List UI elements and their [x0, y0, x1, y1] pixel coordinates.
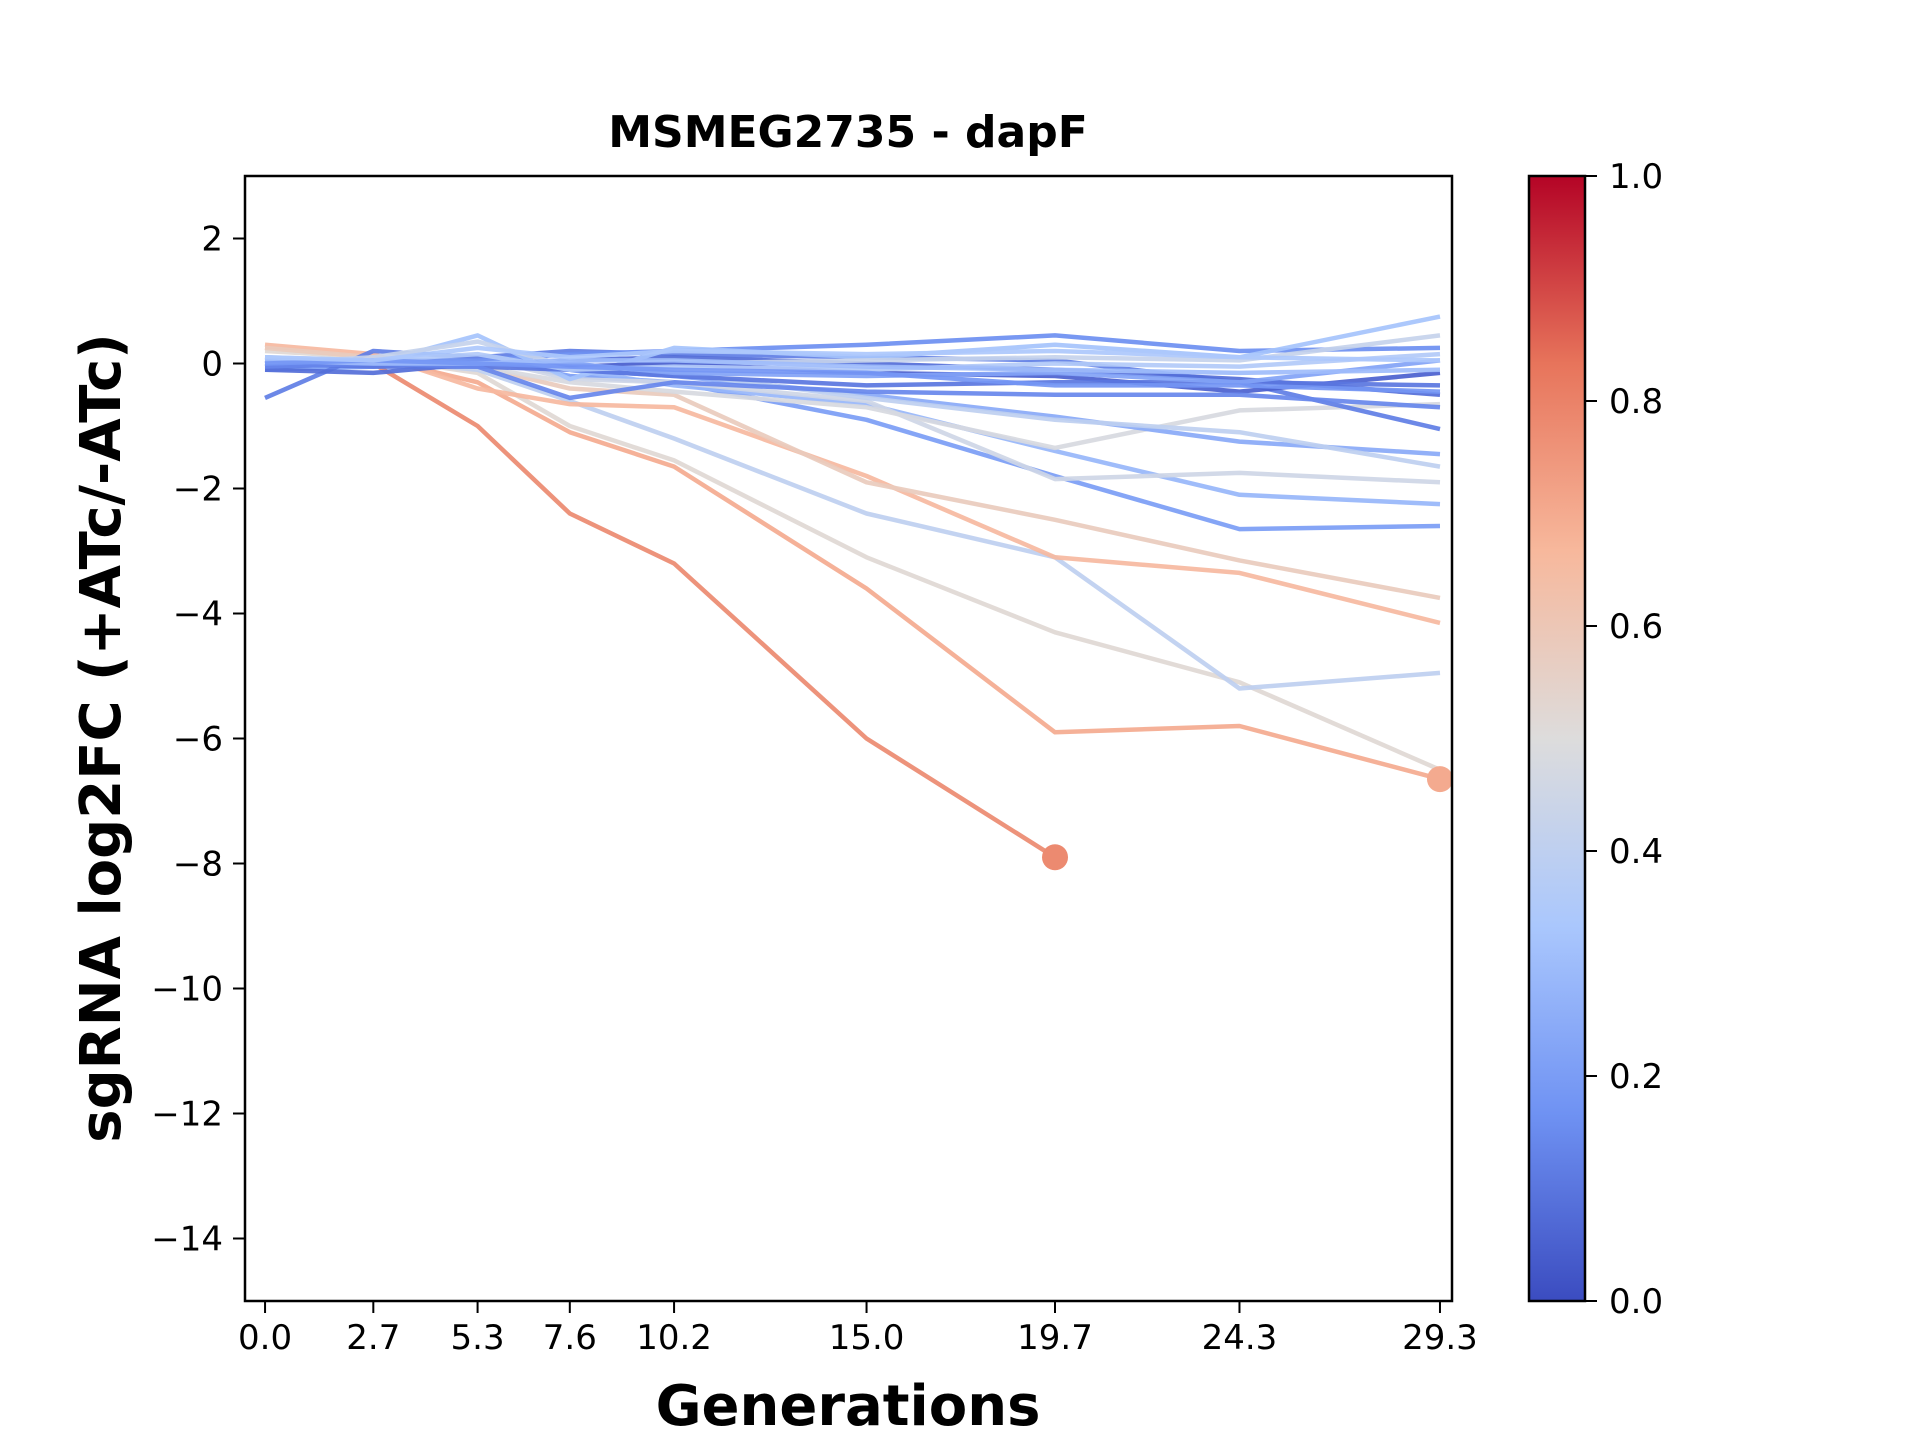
y-tick-label: −6	[173, 720, 223, 760]
x-axis-label: Generations	[656, 1374, 1041, 1439]
colorbar-tick-label: 0.0	[1609, 1282, 1663, 1322]
y-tick-label: −10	[151, 970, 223, 1010]
colorbar-tick-label: 0.6	[1609, 607, 1663, 647]
series-layer	[264, 314, 1441, 860]
colorbar-tick-label: 0.8	[1609, 382, 1663, 422]
x-tick-label: 15.0	[829, 1318, 905, 1358]
x-tick-label: 5.3	[451, 1318, 505, 1358]
series-end-marker-1	[1042, 844, 1069, 871]
y-tick-label: −12	[151, 1095, 223, 1135]
colorbar-tick-label: 1.0	[1609, 157, 1663, 197]
y-tick-label: 2	[201, 220, 223, 260]
series-end-marker-2	[1426, 766, 1453, 793]
x-tick-label: 24.3	[1202, 1318, 1278, 1358]
x-axis: 0.0 2.7 5.3 7.6 10.2 15.0 19.7 24.3 29.3	[238, 1301, 1478, 1358]
y-tick-label: −14	[151, 1220, 223, 1260]
x-tick-label: 0.0	[238, 1318, 292, 1358]
colorbar-tick-label: 0.2	[1609, 1057, 1663, 1097]
end-marker-layer	[1042, 766, 1453, 871]
series-line-24	[264, 358, 1441, 394]
x-tick-label: 19.7	[1017, 1318, 1093, 1358]
y-axis: 2 0 −2 −4 −6 −8 −10 −12 −14	[151, 220, 245, 1260]
chart-title: MSMEG2735 - dapF	[608, 107, 1088, 158]
colorbar-tick-label: 0.4	[1609, 832, 1663, 872]
series-line-25	[264, 345, 1441, 363]
x-tick-label: 2.7	[346, 1318, 400, 1358]
x-tick-label: 10.2	[636, 1318, 712, 1358]
series-line-14	[264, 355, 1441, 398]
colorbar	[1527, 174, 1587, 1303]
y-tick-label: 0	[201, 345, 223, 385]
y-tick-label: −2	[173, 470, 223, 510]
x-tick-label: 29.3	[1402, 1318, 1478, 1358]
series-line-3	[264, 348, 1441, 772]
y-axis-label: sgRNA log2FC (+ATc/-ATc)	[69, 333, 134, 1143]
y-tick-label: −8	[173, 845, 223, 885]
y-tick-label: −4	[173, 595, 223, 635]
x-tick-label: 7.6	[543, 1318, 597, 1358]
colorbar-axis: 0.0 0.2 0.4 0.6 0.8 1.0	[1585, 157, 1663, 1322]
